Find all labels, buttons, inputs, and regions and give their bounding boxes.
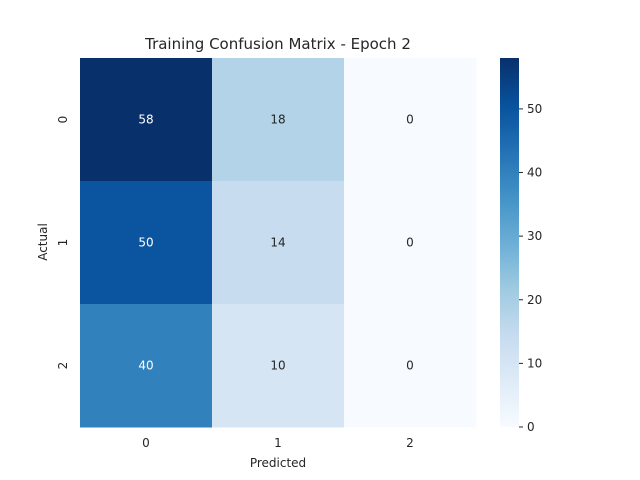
colorbar-gradient	[500, 58, 519, 427]
colorbar-tick-label-1: 10	[527, 356, 542, 370]
colorbar-tick-label-0: 0	[527, 420, 535, 434]
y-tick-label-0: 0	[56, 116, 70, 124]
x-tick-label-2: 2	[406, 436, 414, 450]
cell-annotation-1-0: 50	[138, 236, 153, 250]
heatmap-cell-1-1	[212, 181, 345, 305]
chart-title: Training Confusion Matrix - Epoch 2	[144, 35, 411, 53]
x-axis-label: Predicted	[250, 456, 306, 470]
colorbar-tick-label-4: 40	[527, 166, 542, 180]
x-tick-label-1: 1	[274, 436, 282, 450]
x-tick-labels: 0 1 2	[142, 436, 414, 450]
heatmap-cell-2-0	[80, 304, 213, 428]
cell-annotation-2-1: 10	[270, 359, 285, 373]
cell-annotation-0-0: 58	[138, 113, 153, 127]
heatmap-cell-2-2	[344, 304, 477, 428]
x-tick-label-0: 0	[142, 436, 150, 450]
cell-annotation-1-2: 0	[406, 236, 414, 250]
cell-annotation-0-1: 18	[270, 113, 285, 127]
cell-annotation-2-0: 40	[138, 359, 153, 373]
y-tick-label-1: 1	[56, 239, 70, 247]
cell-annotations: 58 18 0 50 14 0 40 10 0	[138, 113, 413, 373]
cell-annotation-1-1: 14	[270, 236, 285, 250]
heatmap-cell-1-0	[80, 181, 213, 305]
colorbar-tick-label-3: 30	[527, 229, 542, 243]
colorbar: 0 10 20 30 40 50	[500, 58, 542, 434]
heatmap-cell-1-2	[344, 181, 477, 305]
cell-annotation-0-2: 0	[406, 113, 414, 127]
y-tick-labels: 0 1 2	[56, 116, 70, 370]
colorbar-tick-label-2: 20	[527, 293, 542, 307]
heatmap-cells	[80, 58, 477, 428]
y-axis-label: Actual	[36, 223, 50, 261]
colorbar-tick-label-5: 50	[527, 102, 542, 116]
heatmap-cell-2-1	[212, 304, 345, 428]
heatmap-cell-0-0	[80, 58, 213, 182]
heatmap-cell-0-2	[344, 58, 477, 182]
y-tick-label-2: 2	[56, 362, 70, 370]
heatmap-cell-0-1	[212, 58, 345, 182]
cell-annotation-2-2: 0	[406, 359, 414, 373]
